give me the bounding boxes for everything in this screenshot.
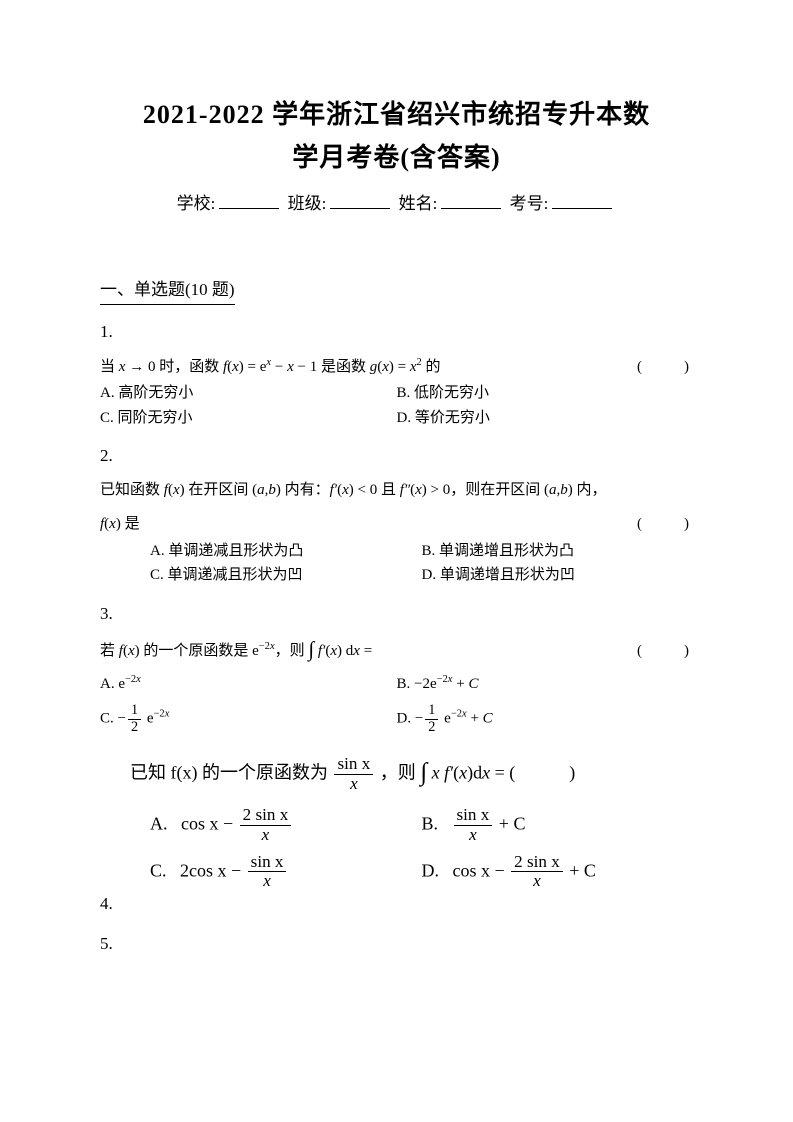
label-class: 班级: [288,194,327,213]
q4-frac-den: x [334,775,373,794]
q1-option-d: D. 等价无穷小 [397,407,694,430]
q2-number: 2. [100,443,693,469]
q4-paren: ( ) [509,763,575,783]
q3-option-a: A. e−2x [100,672,397,696]
q3-body: 若 f(x) 的一个原函数是 e−2x，则 ∫ f′(x) dx = ( ) A… [100,636,693,735]
q1-stem: 当 x → 0 时，函数 f(x) = ex − x − 1 是函数 g(x) … [100,355,441,379]
q2-stem-line2: f(x) 是 [100,513,140,536]
title-line1: 2021-2022 学年浙江省绍兴市统招专升本数 [100,95,693,134]
blank-class[interactable] [330,191,390,209]
label-name: 姓名: [399,194,438,213]
q3-stem: 若 f(x) 的一个原函数是 e−2x，则 ∫ f′(x) dx = [100,636,372,668]
blank-school[interactable] [219,191,279,209]
q4-option-b: B. sin xx + C [422,806,694,845]
q3-option-d: D. −12 e−2x + C [397,703,694,735]
q3-option-c: C. −12 e−2x [100,703,397,735]
q4-stem-mid: ，则 [380,763,416,783]
q2-option-d: D. 单调递增且形状为凹 [422,564,694,587]
q2-option-c: C. 单调递减且形状为凹 [150,564,422,587]
q4-option-d: D. cos x − 2 sin xx + C [422,853,694,892]
q2-body: 已知函数 f(x) 在开区间 (a,b) 内有：f′(x) < 0 且 f″(x… [100,479,693,587]
blank-name[interactable] [441,191,501,209]
q2-paren: ( ) [637,513,693,536]
q4-stem-prefix: 已知 f(x) 的一个原函数为 [130,763,328,783]
label-examno: 考号: [510,194,549,213]
title-line2: 学月考卷(含答案) [100,138,693,177]
q4-block: 已知 f(x) 的一个原函数为 sin xx ，则 ∫ x f′(x)dx = … [100,755,693,891]
q3-number: 3. [100,601,693,627]
q3-paren: ( ) [637,640,693,663]
q4-number: 4. [100,891,693,917]
blank-examno[interactable] [552,191,612,209]
q1-body: 当 x → 0 时，函数 f(x) = ex − x − 1 是函数 g(x) … [100,355,693,430]
q4-stem: 已知 f(x) 的一个原函数为 sin xx ，则 ∫ x f′(x)dx = … [130,755,693,794]
student-info-row: 学校: 班级: 姓名: 考号: [100,191,693,217]
q3-option-b: B. −2e−2x + C [397,672,694,696]
q1-option-a: A. 高阶无穷小 [100,382,397,405]
q4-option-a: A. cos x − 2 sin xx [150,806,422,845]
q1-number: 1. [100,319,693,345]
q2-option-a: A. 单调递减且形状为凸 [150,540,422,563]
q5-number: 5. [100,931,693,957]
q1-option-c: C. 同阶无穷小 [100,407,397,430]
q1-paren: ( ) [637,356,693,379]
label-school: 学校: [177,194,216,213]
q4-option-c: C. 2cos x − sin xx [150,853,422,892]
q1-option-b: B. 低阶无穷小 [397,382,694,405]
section-heading: 一、单选题(10 题) [100,277,235,306]
q2-stem-line1: 已知函数 f(x) 在开区间 (a,b) 内有：f′(x) < 0 且 f″(x… [100,479,693,502]
q4-frac-num: sin x [334,755,373,775]
q2-option-b: B. 单调递增且形状为凸 [422,540,694,563]
